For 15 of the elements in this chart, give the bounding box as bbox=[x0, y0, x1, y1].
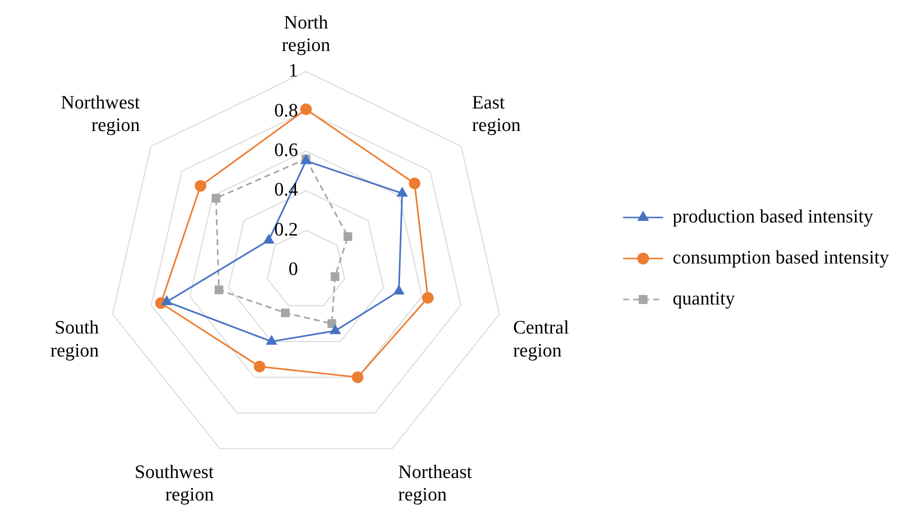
legend-label: production based intensity bbox=[672, 206, 874, 228]
spoke-label: Central region bbox=[513, 318, 570, 362]
legend-label: quantity bbox=[672, 288, 736, 310]
spoke-label: North region bbox=[282, 12, 331, 56]
y-tick-label: 0.6 bbox=[274, 140, 298, 161]
spoke-label: Northeast region bbox=[398, 462, 473, 506]
y-tick-label: 0 bbox=[288, 258, 298, 280]
y-tick-label: 1 bbox=[288, 60, 298, 82]
spoke-label: Southwest region bbox=[134, 462, 215, 506]
spoke-label: Northwest region bbox=[60, 92, 141, 136]
y-tick-label: 0.8 bbox=[274, 100, 298, 122]
spoke-label: East region bbox=[472, 92, 522, 136]
y-tick-label: 0.2 bbox=[274, 219, 298, 240]
spoke-label: South region bbox=[50, 318, 100, 362]
legend-label: consumption based intensity bbox=[672, 247, 890, 268]
